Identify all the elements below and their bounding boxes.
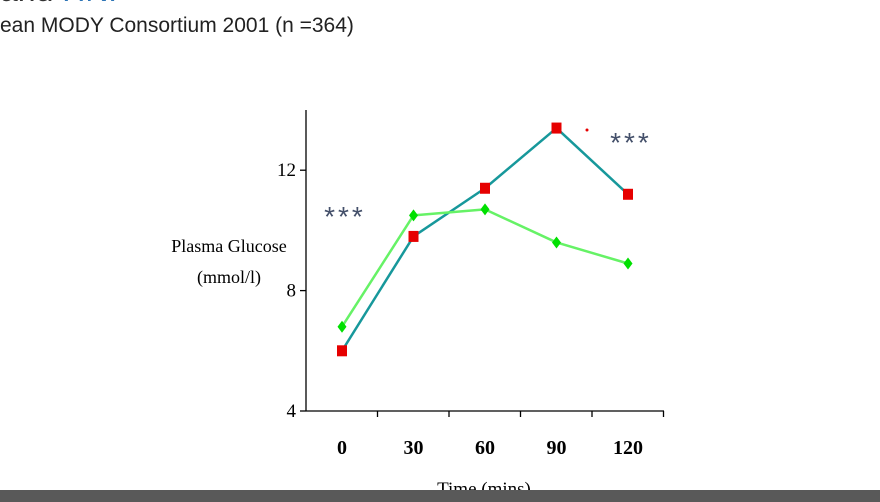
- significance-annotation: ***: [610, 127, 652, 158]
- data-point-diamond: [623, 257, 633, 270]
- red-dot-mark: [585, 128, 589, 132]
- bottom-bar: [0, 490, 880, 502]
- slide-title-partial: and HNF: [0, 0, 128, 9]
- y-tick-label: 12: [277, 160, 296, 181]
- data-point-square: [337, 345, 347, 357]
- chart-axes: [300, 110, 665, 417]
- x-tick-label: 90: [547, 437, 567, 459]
- data-point-square: [480, 182, 490, 194]
- x-tick-label: 30: [404, 437, 424, 459]
- data-point-diamond: [480, 203, 490, 216]
- title-text: and: [0, 0, 53, 8]
- data-point-square: [551, 122, 562, 134]
- significance-annotation: ***: [324, 201, 366, 232]
- x-tick-label: 120: [613, 437, 643, 459]
- data-point-diamond: [409, 209, 418, 222]
- chart-series-lines: [340, 126, 629, 352]
- y-tick-label: 8: [287, 281, 297, 302]
- x-tick-label: 0: [337, 437, 347, 459]
- title-accent-text: HNF: [62, 0, 128, 8]
- data-point-square: [408, 230, 419, 242]
- chart-markers: [337, 122, 633, 357]
- data-point-diamond: [552, 236, 561, 249]
- y-axis-unit-label: (mmol/l): [197, 267, 261, 288]
- x-tick-label: 60: [475, 437, 495, 459]
- data-point-square: [623, 188, 633, 200]
- series-diamond-line: [340, 208, 629, 328]
- y-tick-label: 4: [287, 401, 297, 422]
- y-axis-label: Plasma Glucose: [171, 236, 286, 256]
- slide-subtitle: ean MODY Consortium 2001 (n =364): [0, 14, 354, 37]
- series-square-line: [340, 126, 629, 352]
- data-point-diamond: [337, 320, 347, 333]
